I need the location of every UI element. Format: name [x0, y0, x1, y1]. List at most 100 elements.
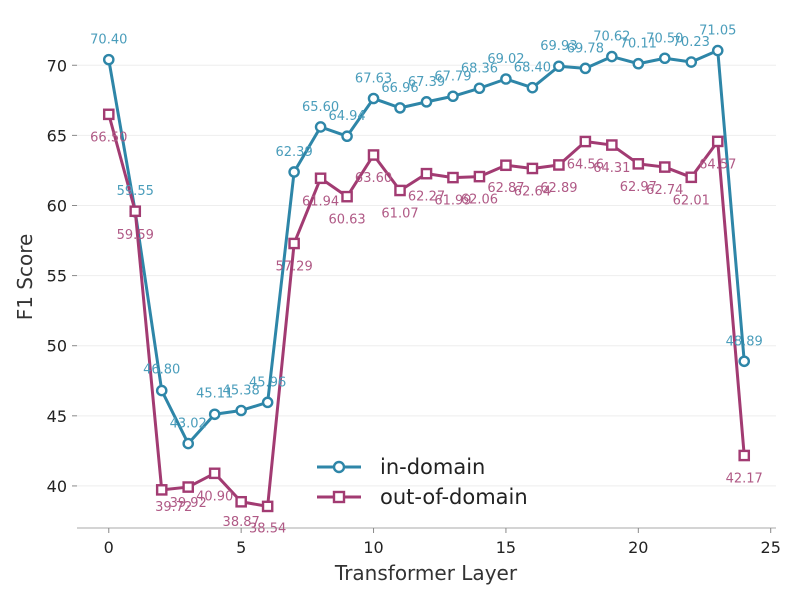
data-point-in-domain: [579, 62, 592, 75]
data-label-out-of-domain: 42.17: [726, 472, 763, 487]
data-label-out-of-domain: 62.97: [620, 180, 657, 195]
series-line-in-domain: [107, 49, 746, 446]
data-label-out-of-domain: 60.63: [328, 213, 365, 228]
y-tick-label: 65: [47, 126, 67, 145]
data-label-in-domain: 45.11: [196, 386, 233, 401]
data-label-in-domain: 69.93: [540, 39, 577, 54]
data-label-in-domain: 68.36: [461, 61, 498, 76]
data-point-in-domain: [394, 102, 406, 114]
data-label-out-of-domain: 66.50: [90, 130, 127, 145]
data-label-in-domain: 45.38: [223, 383, 260, 398]
y-tick-label: 45: [47, 407, 67, 426]
data-point-in-domain: [367, 92, 380, 105]
data-point-out-of-domain: [553, 159, 565, 171]
data-label-out-of-domain: 62.74: [646, 183, 683, 198]
data-point-in-domain: [288, 166, 300, 178]
data-point-out-of-domain: [341, 190, 353, 203]
data-label-in-domain: 67.79: [434, 69, 471, 84]
data-label-in-domain: 68.40: [514, 61, 551, 76]
data-point-in-domain: [447, 90, 459, 103]
y-axis-title: F1 Score: [13, 234, 37, 321]
data-label-out-of-domain: 64.56: [567, 158, 604, 173]
data-label-out-of-domain: 62.89: [540, 181, 577, 196]
x-tick-label: 15: [496, 538, 516, 557]
legend-marker-in-domain: [332, 460, 346, 474]
data-label-in-domain: 45.96: [249, 375, 286, 390]
x-tick-label: 0: [104, 538, 114, 557]
data-point-in-domain: [420, 96, 433, 108]
x-tick-label: 25: [761, 538, 781, 557]
data-label-out-of-domain: 62.87: [487, 181, 524, 196]
data-point-out-of-domain: [208, 467, 221, 480]
data-point-in-domain: [314, 121, 327, 133]
y-tick-label: 40: [47, 477, 67, 496]
legend: in-domain out-of-domain: [317, 455, 528, 509]
data-point-in-domain: [500, 73, 512, 85]
x-tick-label: 20: [628, 538, 648, 557]
data-point-out-of-domain: [420, 167, 433, 180]
data-point-in-domain: [235, 404, 247, 417]
data-label-out-of-domain: 61.07: [381, 206, 418, 221]
data-point-in-domain: [685, 56, 698, 68]
data-label-in-domain: 70.50: [646, 31, 683, 46]
legend-label-in-domain: in-domain: [380, 455, 485, 479]
data-label-out-of-domain: 62.27: [408, 190, 445, 205]
data-point-out-of-domain: [685, 171, 698, 184]
data-point-out-of-domain: [394, 184, 406, 197]
data-label-out-of-domain: 39.72: [155, 500, 192, 515]
data-point-out-of-domain: [102, 108, 115, 121]
data-point-in-domain: [473, 82, 486, 95]
data-point-out-of-domain: [314, 172, 327, 185]
data-point-out-of-domain: [447, 171, 459, 184]
data-label-in-domain: 70.62: [593, 30, 630, 45]
data-point-in-domain: [261, 396, 274, 409]
data-point-out-of-domain: [367, 149, 380, 161]
data-point-out-of-domain: [738, 449, 751, 462]
data-label-in-domain: 43.02: [170, 417, 207, 432]
data-label-in-domain: 70.23: [673, 35, 710, 50]
data-point-in-domain: [632, 57, 645, 70]
data-point-in-domain: [738, 355, 751, 368]
data-point-in-domain: [658, 52, 671, 65]
data-point-out-of-domain: [288, 237, 300, 250]
data-label-out-of-domain: 59.59: [117, 228, 154, 243]
data-label-out-of-domain: 57.29: [276, 259, 313, 274]
y-tick-label: 60: [47, 196, 67, 215]
data-point-out-of-domain: [526, 162, 539, 175]
data-point-in-domain: [155, 384, 168, 397]
data-label-in-domain: 67.39: [408, 75, 445, 90]
data-point-out-of-domain: [129, 205, 142, 218]
data-label-in-domain: 70.11: [620, 37, 657, 52]
axes: 40 45 50 55 60 65 70 0 5 10 15 20 25: [47, 56, 781, 557]
legend-label-out-of-domain: out-of-domain: [380, 485, 528, 509]
data-label-in-domain: 46.80: [143, 363, 180, 378]
data-point-out-of-domain: [155, 484, 168, 496]
data-label-out-of-domain: 63.60: [355, 171, 392, 186]
x-tick-label: 5: [236, 538, 246, 557]
data-label-in-domain: 48.89: [726, 334, 763, 349]
legend-marker-out-of-domain: [332, 490, 346, 504]
data-point-out-of-domain: [658, 161, 671, 173]
data-point-out-of-domain: [632, 158, 645, 170]
data-label-out-of-domain: 62.64: [514, 184, 551, 199]
data-point-in-domain: [182, 437, 195, 450]
data-point-out-of-domain: [500, 159, 512, 172]
data-label-out-of-domain: 64.31: [593, 161, 630, 176]
data-point-in-domain: [341, 130, 353, 143]
data-label-out-of-domain: 38.54: [249, 521, 286, 536]
data-label-out-of-domain: 61.99: [434, 194, 471, 209]
data-point-in-domain: [102, 53, 115, 66]
data-label-in-domain: 69.78: [567, 41, 604, 56]
x-tick-label: 10: [363, 538, 383, 557]
data-point-in-domain: [711, 44, 724, 57]
data-point-in-domain: [526, 81, 539, 94]
data-point-out-of-domain: [182, 481, 195, 493]
data-label-out-of-domain: 64.57: [699, 157, 736, 172]
x-axis-title: Transformer Layer: [334, 561, 518, 585]
gridlines: [77, 64, 776, 487]
data-label-in-domain: 70.40: [90, 33, 127, 48]
y-tick-label: 55: [47, 267, 67, 286]
data-label-in-domain: 59.55: [117, 184, 154, 199]
